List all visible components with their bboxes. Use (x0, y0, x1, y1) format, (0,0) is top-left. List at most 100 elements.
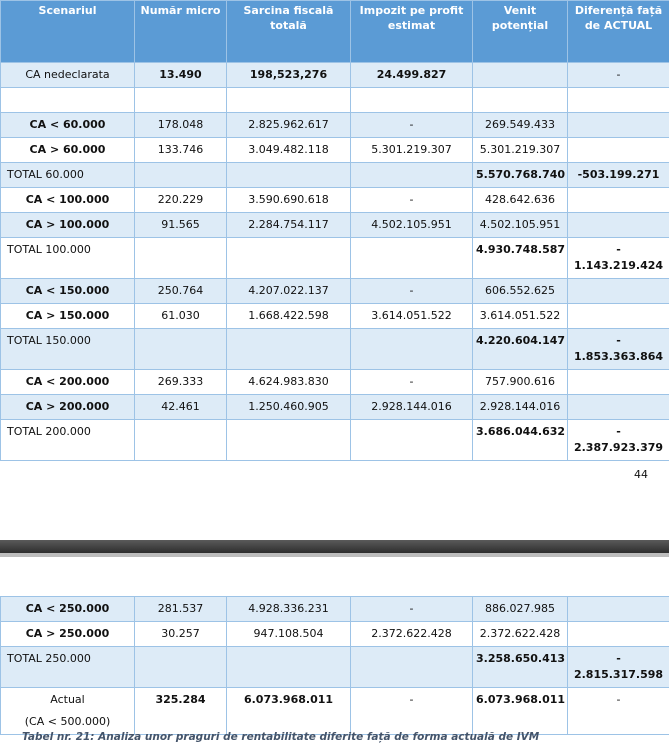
table-row: CA < 150.000 250.764 4.207.022.137-606.552… (0, 278, 669, 304)
table-cell: CA > 250.000 (0, 621, 135, 647)
table-cell: 269.549.433 (472, 112, 568, 138)
table-cell (350, 87, 473, 113)
table-cell (226, 237, 351, 279)
table-cell: 133.746 (134, 137, 227, 163)
table-cell: 61.030 (134, 303, 227, 329)
table-row: TOTAL 150.000 4.220.604.147- 1.853.363.86… (0, 328, 669, 370)
page-break-edge (0, 553, 669, 557)
table-row: Actual (CA < 500.000) 325.284 6.073.968.01… (0, 687, 669, 735)
table-cell (472, 87, 568, 113)
table-cell: - (567, 687, 669, 735)
table-cell (226, 419, 351, 461)
table-cell: 13.490 (134, 62, 227, 88)
table-row: CA nedeclarata 13.490 198,523,276 24.499.82… (0, 62, 669, 88)
table-cell: 3.614.051.522 (350, 303, 473, 329)
table-cell: 1.668.422.598 (226, 303, 351, 329)
table-row: TOTAL 60.000 5.570.768.740 -503.199.271 (0, 162, 669, 188)
table-cell: CA < 150.000 (0, 278, 135, 304)
table-cell: 4.502.105.951 (350, 212, 473, 238)
table-cell: 269.333 (134, 369, 227, 395)
table-cell (567, 137, 669, 163)
table-cell: 2.825.962.617 (226, 112, 351, 138)
header-cell: Număr micro (134, 0, 227, 63)
table-cell: 757.900.616 (472, 369, 568, 395)
table-cell: 606.552.625 (472, 278, 568, 304)
table-cell (226, 162, 351, 188)
table-cell: Actual (CA < 500.000) (0, 687, 135, 735)
table-cell: CA < 200.000 (0, 369, 135, 395)
table-cell: 2.928.144.016 (350, 394, 473, 420)
table-cell (226, 328, 351, 370)
table-cell (567, 394, 669, 420)
table-cell: TOTAL 60.000 (0, 162, 135, 188)
table-cell: 220.229 (134, 187, 227, 213)
table-cell: CA < 100.000 (0, 187, 135, 213)
table-cell (226, 646, 351, 688)
table-row: TOTAL 100.000 4.930.748.587- 1.143.219.42… (0, 237, 669, 279)
table-cell: - (350, 687, 473, 735)
table-cell: - 2.815.317.598 (567, 646, 669, 688)
table-cell: 4.207.022.137 (226, 278, 351, 304)
table-cell: CA < 60.000 (0, 112, 135, 138)
caption: Tabel nr. 21: Analiza unor praguri de re… (22, 731, 540, 743)
table-cell: 42.461 (134, 394, 227, 420)
table-cell: 3.614.051.522 (472, 303, 568, 329)
table-cell: CA > 150.000 (0, 303, 135, 329)
table-cell (350, 419, 473, 461)
table-cell (134, 87, 227, 113)
table-cell: TOTAL 150.000 (0, 328, 135, 370)
header-row: Scenariul Număr micro Sarcina fiscală tota… (0, 0, 669, 63)
table-cell: 281.537 (134, 596, 227, 622)
table-cell: - 2.387.923.379 (567, 419, 669, 461)
header-cell: Scenariul (0, 0, 135, 63)
table-cell (567, 303, 669, 329)
table-cell (350, 646, 473, 688)
table-cell: 886.027.985 (472, 596, 568, 622)
table-cell (134, 237, 227, 279)
table-cell: 3.258.650.413 (472, 646, 568, 688)
table-cell: 24.499.827 (350, 62, 473, 88)
page-number: 44 (634, 468, 648, 481)
table-row: CA < 60.000 178.048 2.825.962.617-269.549.… (0, 112, 669, 138)
table-cell: 5.301.219.307 (472, 137, 568, 163)
page-break (0, 540, 669, 553)
table-cell (567, 369, 669, 395)
table-cell: 3.590.690.618 (226, 187, 351, 213)
table-cell: 947.108.504 (226, 621, 351, 647)
header-cell: Diferență față de ACTUAL (567, 0, 669, 63)
table-cell (350, 328, 473, 370)
table-cell: - 1.853.363.864 (567, 328, 669, 370)
table-cell: 30.257 (134, 621, 227, 647)
table-cell (134, 328, 227, 370)
table-row: CA < 250.000 281.537 4.928.336.231-886.027… (0, 596, 669, 622)
table-cell: TOTAL 250.000 (0, 646, 135, 688)
table-cell: -503.199.271 (567, 162, 669, 188)
table-cell: 4.624.983.830 (226, 369, 351, 395)
table-cell: 325.284 (134, 687, 227, 735)
table-row: CA > 250.000 30.257 947.108.504 2.372.622.4… (0, 621, 669, 647)
table-cell: 2.284.754.117 (226, 212, 351, 238)
header-cell: Venit potențial (472, 0, 568, 63)
table-cell (472, 62, 568, 88)
table-row: CA < 100.000 220.229 3.590.690.618-428.642… (0, 187, 669, 213)
table-cell: 2.372.622.428 (350, 621, 473, 647)
table-cell: - (350, 112, 473, 138)
header-cell: Impozit pe profit estimat (350, 0, 473, 63)
table-continued: CA < 250.000 281.537 4.928.336.231-886.027… (0, 596, 669, 735)
table-cell (350, 237, 473, 279)
table-cell: - (350, 278, 473, 304)
table-cell: 5.570.768.740 (472, 162, 568, 188)
table-cell: 6.073.968.011 (472, 687, 568, 735)
table-cell (567, 112, 669, 138)
table: Scenariul Număr micro Sarcina fiscală tota… (0, 0, 669, 461)
table-cell (567, 278, 669, 304)
table-cell (226, 87, 351, 113)
table-cell: - 1.143.219.424 (567, 237, 669, 279)
table-row: TOTAL 250.000 3.258.650.413- 2.815.317.59… (0, 646, 669, 688)
table-cell: CA < 250.000 (0, 596, 135, 622)
table-cell (567, 596, 669, 622)
table-cell: TOTAL 100.000 (0, 237, 135, 279)
table-row: CA < 200.000 269.333 4.624.983.830-757.900… (0, 369, 669, 395)
table-cell: 3.049.482.118 (226, 137, 351, 163)
